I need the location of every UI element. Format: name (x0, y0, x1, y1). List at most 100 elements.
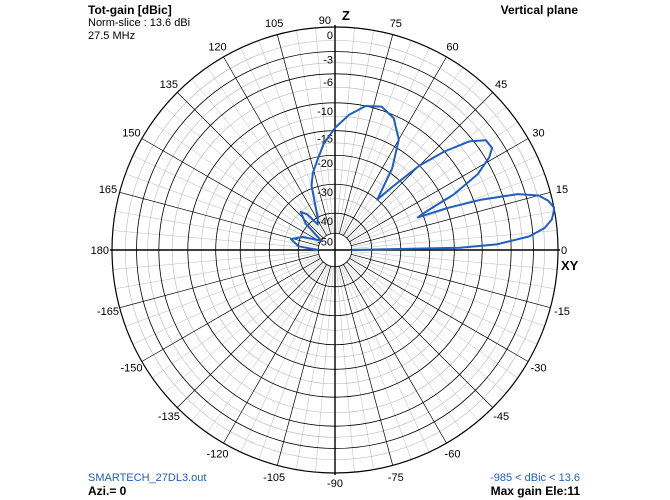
angle-label-135: 135 (160, 79, 178, 91)
angle-label--90: -90 (327, 478, 343, 490)
xy-axis-label: XY (561, 258, 579, 273)
fine-spoke-5 (351, 230, 558, 249)
fine-spoke-235 (206, 263, 326, 433)
spoke-300 (343, 264, 447, 444)
fine-spoke-25 (350, 155, 538, 244)
fine-spoke-295 (341, 265, 430, 453)
spoke-30 (349, 138, 529, 242)
angle-label-15: 15 (556, 184, 568, 196)
angle-label-180: 180 (91, 245, 109, 257)
fine-spoke-190 (115, 252, 319, 289)
spoke-240 (223, 264, 327, 444)
spoke-195 (119, 253, 319, 309)
fine-spoke-55 (344, 67, 464, 237)
spoke-210 (141, 258, 321, 362)
max-gain-text: Max gain Ele:11 (490, 484, 580, 498)
spoke-75 (338, 34, 394, 234)
spoke-15 (351, 191, 551, 247)
ring-label--10: -10 (317, 106, 333, 118)
fine-spoke-205 (132, 256, 320, 345)
fine-spoke-280 (337, 266, 374, 470)
footer-left: SMARTECH_27DL3.out Azi.= 0 (88, 472, 206, 498)
fine-spoke-265 (315, 266, 334, 473)
angle-label-45: 45 (495, 79, 507, 91)
fine-spoke-220 (164, 260, 323, 394)
fine-spoke-100 (296, 30, 333, 234)
fine-spoke-130 (191, 79, 325, 238)
fine-spoke-170 (115, 211, 319, 248)
fine-spoke-200 (125, 255, 320, 327)
fine-spoke-115 (240, 47, 329, 235)
fine-spoke-35 (348, 121, 518, 241)
spoke-105 (276, 34, 332, 234)
fine-spoke-70 (340, 40, 412, 235)
fine-spoke-275 (336, 266, 355, 473)
angle-labels: 0 15 30 45 60 75 90 105 120 135 150 165 180 -165 -15 0 -… (91, 15, 570, 490)
fine-spoke-20 (350, 173, 545, 245)
angle-label--165: -165 (97, 306, 119, 318)
gain-title: Tot-gain [dBic] (88, 3, 172, 17)
main-axes (110, 25, 560, 475)
ring-label--6: -6 (323, 77, 333, 89)
angle-label-60: 60 (446, 41, 458, 53)
fine-spoke-50 (345, 79, 479, 238)
fine-spoke-290 (340, 265, 412, 460)
fine-spoke-325 (348, 259, 518, 379)
frequency-text: 27.5 MHz (88, 30, 136, 42)
fine-spoke-230 (191, 262, 325, 421)
fine-spoke-310 (345, 262, 479, 421)
ring-label--20: -20 (317, 158, 333, 170)
angle-label-75: 75 (390, 18, 402, 30)
fine-spoke-175 (112, 230, 319, 249)
norm-slice-text: Norm-slice : 13.6 dBi (88, 17, 191, 29)
fine-spoke-125 (206, 67, 326, 237)
azimuth-text: Azi.= 0 (88, 484, 127, 498)
angle-label-0: 0 (561, 245, 567, 257)
angle-label--15: -15 (554, 306, 570, 318)
fine-spoke-80 (337, 30, 374, 234)
ring-label-0: 0 (327, 30, 333, 42)
angle-label-105: 105 (265, 18, 283, 30)
angle-label-165: 165 (99, 184, 117, 196)
plane-info: Vertical plane (501, 4, 578, 17)
fine-spoke-355 (351, 251, 558, 270)
fine-spoke-85 (336, 27, 355, 234)
ring-label--3: -3 (323, 55, 333, 67)
fine-spoke-320 (347, 260, 506, 394)
fine-spoke-350 (351, 252, 555, 289)
gain-range-text: -985 < dBic < 13.6 (490, 472, 580, 484)
plane-title: Vertical plane (500, 3, 578, 17)
fine-spoke-185 (112, 251, 319, 270)
spoke-135 (177, 92, 324, 239)
spoke-225 (177, 261, 324, 408)
fine-spoke-305 (344, 263, 464, 433)
fine-spoke-260 (296, 266, 333, 470)
fine-spoke-140 (164, 106, 323, 240)
ring-label--30: -30 (317, 187, 333, 199)
fine-spoke-65 (341, 47, 430, 235)
fine-spoke-340 (350, 255, 545, 327)
spoke-255 (276, 266, 332, 466)
fine-spoke-95 (315, 27, 334, 234)
spoke-165 (119, 191, 319, 247)
fine-spoke-110 (258, 40, 330, 235)
angle-label--30: -30 (531, 363, 547, 375)
angle-label--120: -120 (206, 449, 228, 461)
angle-label--45: -45 (493, 411, 509, 423)
fine-spoke-245 (240, 265, 329, 453)
spoke-345 (351, 253, 551, 309)
fine-spoke-155 (132, 155, 320, 244)
angle-label-150: 150 (122, 128, 140, 140)
angle-label--60: -60 (445, 449, 461, 461)
spoke-315 (346, 261, 493, 408)
fine-spoke-160 (125, 173, 320, 245)
header-info: Tot-gain [dBic] Norm-slice : 13.6 dBi 27… (88, 4, 190, 43)
angle-label-90: 90 (319, 15, 331, 27)
fine-spoke-145 (152, 121, 322, 241)
spoke-120 (223, 56, 327, 236)
angle-label-30: 30 (532, 128, 544, 140)
fine-spoke-250 (258, 265, 330, 460)
z-axis-label: Z (342, 8, 350, 23)
angle-label-120: 120 (208, 41, 226, 53)
